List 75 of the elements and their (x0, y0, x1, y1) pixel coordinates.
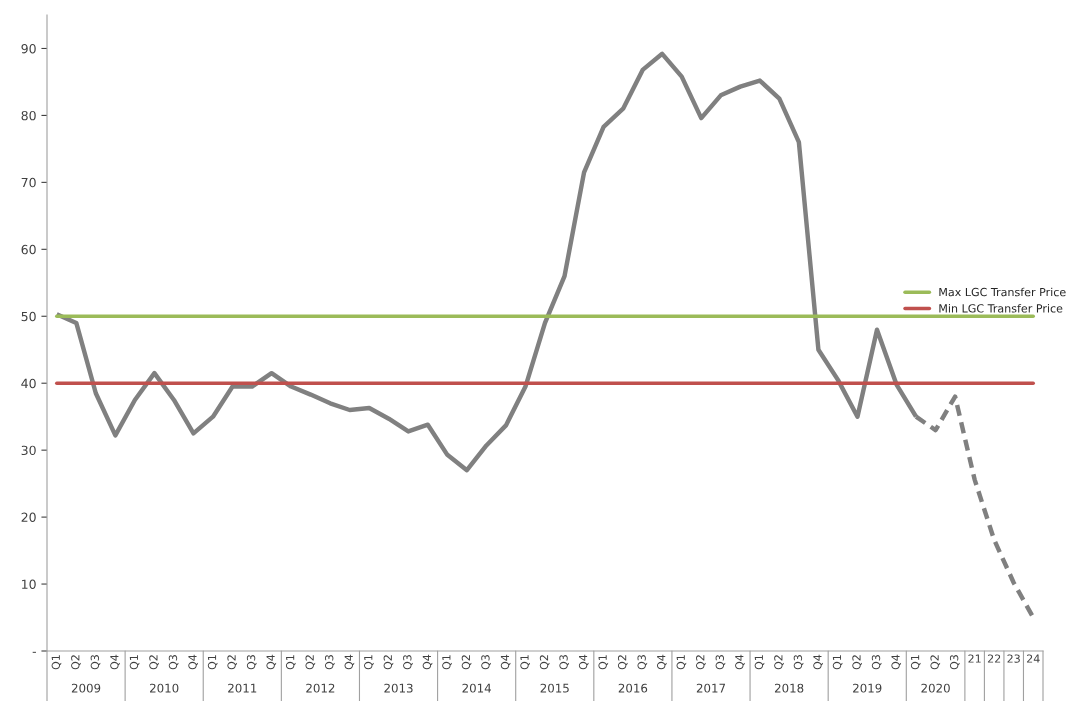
x-tick-label: Q3 (481, 655, 491, 670)
y-tick-label: 40 (21, 378, 36, 389)
text: 2010 (150, 683, 179, 693)
x-tick-label: 23 (1007, 654, 1020, 663)
x-tick-label: Q1 (129, 655, 140, 670)
x-tick-label: Q3 (168, 655, 179, 670)
x-tick-label: Q3 (90, 655, 101, 670)
x-tick-label: Q4 (735, 654, 745, 670)
text: 2013 (384, 683, 413, 693)
x-tick-label: Q2 (71, 655, 81, 670)
x-tick-label: Q4 (813, 654, 823, 670)
legend-label: Min LGC Transfer Price (939, 303, 1063, 313)
text: 2016 (618, 683, 648, 693)
x-tick-label: Q1 (364, 655, 374, 670)
x-tick-label: Q2 (617, 655, 628, 670)
x-tick-label: Q1 (520, 655, 530, 670)
x-tick-label: Q1 (207, 655, 218, 670)
text: 2017 (696, 683, 726, 693)
x-tick-label: Q1 (676, 655, 687, 670)
x-tick-label: Q2 (305, 655, 316, 670)
x-tick-label: Q1 (832, 655, 843, 670)
x-tick-label: 22 (987, 654, 1001, 663)
y-tick-label: 90 (21, 43, 36, 54)
y-tick-label: 50 (21, 311, 36, 322)
x-tick-label: Q1 (910, 655, 921, 670)
x-tick-label: Q2 (227, 655, 238, 670)
x-tick-label: Q3 (325, 655, 335, 670)
x-tick-label: Q3 (949, 655, 960, 670)
x-tick-label: Q1 (754, 655, 765, 670)
y-tick-label: 80 (21, 110, 36, 121)
legend-label: Max LGC Transfer Price (939, 287, 1066, 297)
text: 2015 (540, 683, 569, 693)
x-tick-label: Q1 (285, 655, 296, 670)
x-tick-label: Q4 (422, 654, 433, 670)
y-tick-label: - (32, 651, 36, 653)
x-tick-label: Q2 (930, 655, 941, 670)
text: 2009 (71, 683, 101, 693)
x-tick-label: Q4 (891, 654, 902, 670)
x-tick-label: Q3 (871, 655, 882, 670)
x-tick-label: Q1 (442, 655, 452, 670)
text: 2012 (306, 683, 335, 693)
x-tick-label: Q2 (461, 655, 472, 670)
x-tick-label: Q1 (51, 655, 62, 670)
x-tick-label: Q1 (598, 655, 609, 670)
text: 2014 (462, 683, 492, 693)
x-tick-label: Q4 (110, 654, 120, 670)
x-tick-label: Q3 (246, 655, 257, 670)
x-tick-label: Q4 (500, 654, 511, 670)
x-tick-label: Q2 (696, 655, 706, 670)
x-tick-label: Q3 (403, 655, 413, 670)
x-tick-label: 21 (968, 654, 981, 663)
x-tick-label: Q4 (657, 654, 667, 670)
text: 2011 (228, 683, 257, 693)
y-tick-label: 10 (22, 579, 36, 589)
x-tick-label: Q3 (715, 655, 726, 670)
y-tick-label: 60 (21, 244, 36, 255)
x-tick-label: Q2 (383, 655, 394, 670)
x-tick-label: Q4 (344, 654, 355, 670)
y-tick-label: 30 (21, 445, 36, 456)
x-tick-label: Q4 (188, 654, 198, 670)
x-tick-label: Q3 (559, 655, 570, 670)
x-tick-label: Q4 (578, 654, 589, 670)
y-tick-label: 20 (21, 512, 36, 523)
x-tick-label: Q2 (774, 655, 784, 670)
y-tick-label: 70 (21, 177, 36, 188)
x-tick-label: Q2 (149, 655, 159, 670)
x-tick-label: Q4 (266, 654, 277, 670)
x-tick-label: Q3 (793, 655, 804, 670)
text: 2019 (853, 683, 882, 693)
x-tick-label: Q2 (852, 655, 862, 670)
text: 2018 (774, 683, 804, 693)
x-tick-label: 24 (1026, 654, 1040, 663)
x-tick-label: Q3 (637, 655, 648, 670)
x-tick-label: Q2 (539, 655, 550, 670)
text: 2020 (921, 683, 950, 693)
